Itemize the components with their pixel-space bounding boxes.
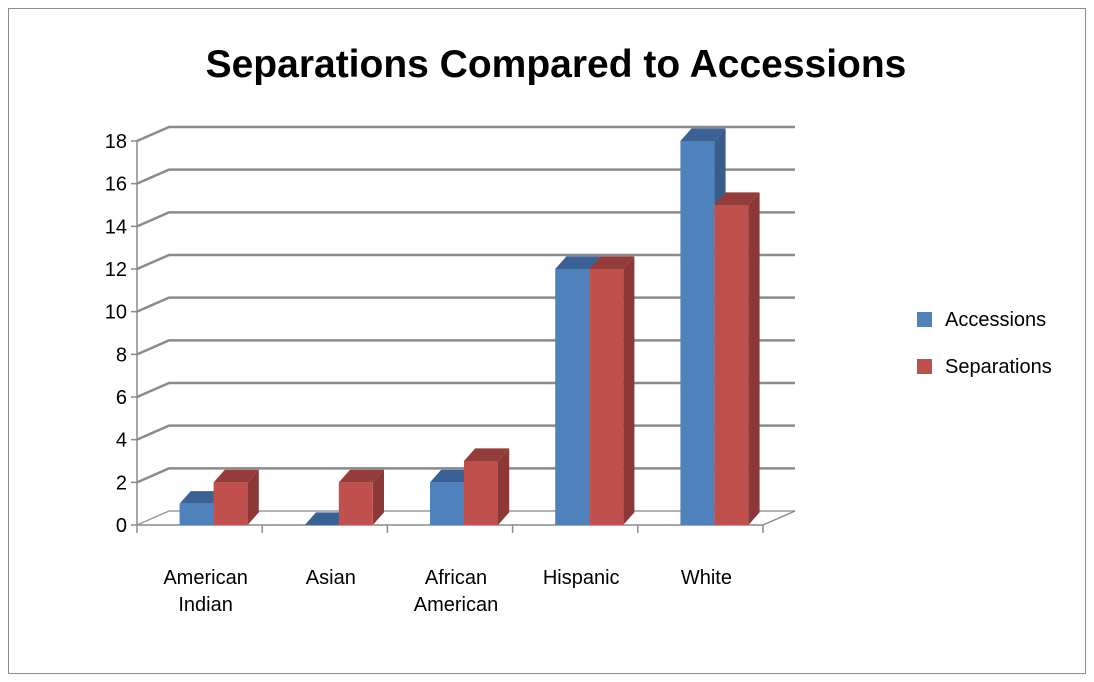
bar-front xyxy=(714,205,749,525)
category-label-line: American xyxy=(414,594,498,616)
legend-label-separations: Separations xyxy=(945,356,1052,378)
chart-svg: Separations Compared to Accessions 0 2 4 6 8… xyxy=(105,43,1052,616)
legend-label-accessions: Accessions xyxy=(945,309,1046,331)
legend-swatch-separations xyxy=(917,359,932,374)
legend: Accessions Separations xyxy=(917,309,1052,378)
bar-side xyxy=(498,448,510,525)
bar-side xyxy=(372,469,384,525)
bars xyxy=(179,128,760,525)
floor-edge xyxy=(762,510,796,526)
gridline xyxy=(136,211,795,228)
bar-front xyxy=(464,461,498,525)
category-label: White xyxy=(681,567,732,589)
category-label: American Indian xyxy=(163,567,247,616)
gridline xyxy=(136,253,795,271)
category-label-line: White xyxy=(681,567,732,589)
bar-side xyxy=(623,256,635,525)
bar-front xyxy=(338,482,373,525)
category-label-line: Hispanic xyxy=(543,567,620,589)
gridline xyxy=(136,125,795,143)
gridline xyxy=(136,168,795,185)
y-tick-label: 8 xyxy=(116,344,127,366)
y-tick-label: 10 xyxy=(105,302,127,324)
category-label-line: American xyxy=(163,567,247,589)
y-tick-label: 12 xyxy=(105,259,127,281)
bar-front xyxy=(555,269,590,525)
bar-top xyxy=(338,469,384,483)
chart-title: Separations Compared to Accessions xyxy=(206,43,907,86)
bar-separations xyxy=(589,256,635,525)
bar-separations xyxy=(714,192,760,525)
bar-front xyxy=(179,503,214,525)
bar-top xyxy=(304,512,350,525)
bar-separations xyxy=(464,448,510,525)
chart-frame: Separations Compared to Accessions 0 2 4 6 8… xyxy=(8,8,1086,674)
bar-top xyxy=(680,128,726,141)
legend-swatch-accessions xyxy=(917,312,932,327)
bar-front xyxy=(680,141,715,525)
y-tick-label: 16 xyxy=(105,174,127,196)
y-tick-label: 4 xyxy=(116,430,127,452)
category-label-line: African xyxy=(425,567,487,589)
bar-separations xyxy=(338,469,384,525)
bar-front xyxy=(213,482,248,525)
bar-top xyxy=(464,448,510,461)
category-label-line: Indian xyxy=(178,594,233,616)
category-label-line: Asian xyxy=(306,567,356,589)
bar-front xyxy=(589,269,624,525)
y-tick-label: 6 xyxy=(116,387,127,409)
category-labels: American Indian Asian African American Hispan… xyxy=(163,567,732,616)
bar-separations xyxy=(213,469,259,525)
gridlines xyxy=(136,125,795,526)
y-tick-label: 2 xyxy=(116,472,127,494)
bar-side xyxy=(748,192,760,525)
bar-top xyxy=(213,469,259,483)
bar-top xyxy=(430,469,476,483)
category-label: Asian xyxy=(306,567,356,589)
y-tick-label: 14 xyxy=(105,216,127,238)
bar-top xyxy=(179,491,225,504)
bar-side xyxy=(247,469,259,525)
category-label: African American xyxy=(414,567,498,616)
bar-accessions xyxy=(304,512,350,525)
bar-top xyxy=(714,192,760,205)
bar-front xyxy=(430,482,464,525)
y-tick-label: 18 xyxy=(105,131,127,153)
y-tick-label: 0 xyxy=(116,515,127,537)
bar-top xyxy=(589,256,635,269)
bar-top xyxy=(555,256,601,269)
category-label: Hispanic xyxy=(543,567,620,589)
